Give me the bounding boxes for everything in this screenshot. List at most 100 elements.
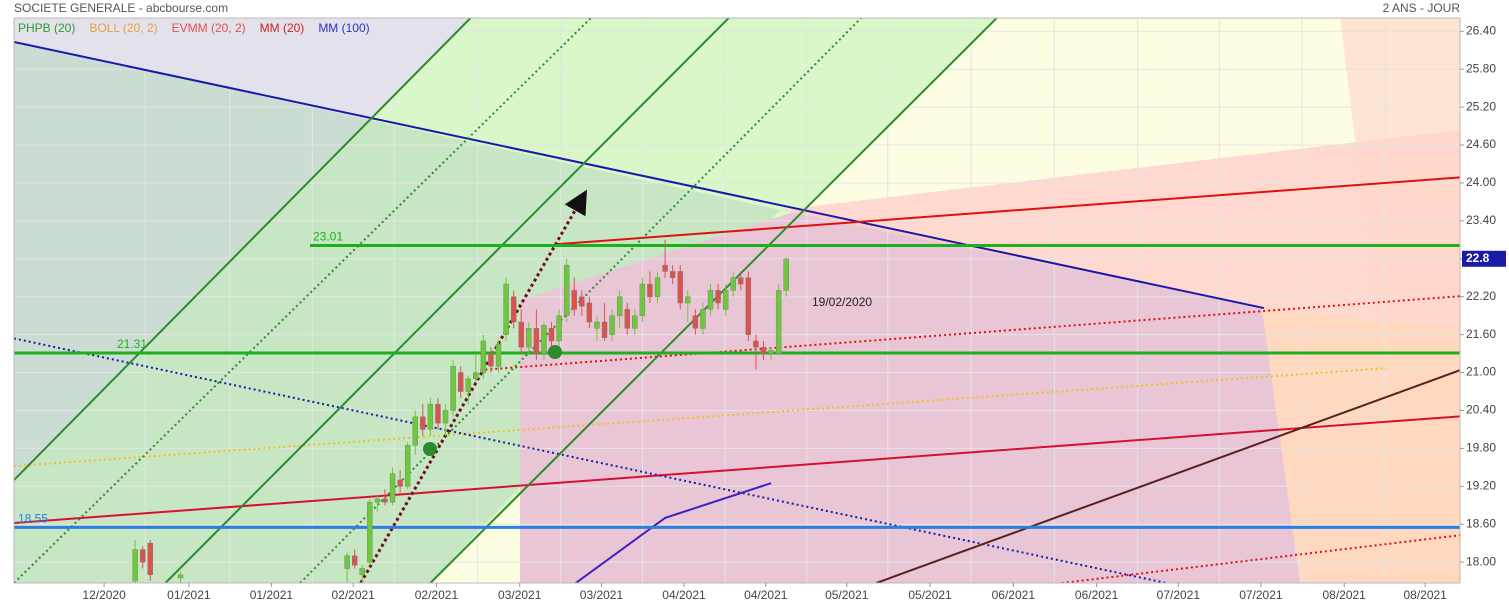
candle-body — [624, 309, 630, 329]
candle-body — [768, 350, 774, 354]
trend-line — [1061, 534, 1460, 583]
x-tick-label: 01/2021 — [167, 588, 211, 602]
candle-body — [639, 283, 646, 316]
y-tick-label: 21.00 — [1466, 365, 1496, 379]
candle-body — [344, 555, 350, 569]
x-tick-label: 05/2021 — [908, 588, 952, 602]
candle-body — [427, 403, 434, 430]
signal-icon — [548, 345, 562, 359]
x-tick-label: 08/2021 — [1403, 588, 1447, 602]
candle-body — [397, 479, 403, 487]
x-tick-label: 05/2021 — [825, 588, 869, 602]
candle-body — [495, 343, 502, 367]
candle-body — [677, 271, 683, 304]
y-tick-label: 24.00 — [1466, 175, 1496, 189]
trend-line — [164, 18, 730, 583]
candle-body — [563, 264, 570, 316]
candle-body — [669, 271, 676, 278]
y-tick-label: 25.80 — [1466, 61, 1496, 75]
annotation: 19/02/2020 — [812, 295, 872, 309]
y-tick-label: 25.20 — [1466, 99, 1496, 113]
candle-body — [548, 328, 555, 342]
level-label: 21.31 — [117, 337, 147, 351]
candle-body — [632, 315, 638, 329]
candle-body — [389, 473, 396, 503]
candle-body — [579, 296, 585, 307]
candle-body — [518, 321, 524, 348]
price-tag — [1462, 250, 1506, 267]
candle-body — [753, 340, 759, 348]
candle-body — [359, 568, 365, 575]
candle-body — [692, 315, 699, 329]
y-tick-label: 21.60 — [1466, 327, 1496, 341]
candle-body — [601, 321, 608, 338]
candle-body — [412, 416, 418, 446]
candle-body — [783, 258, 789, 291]
y-tick-label: 19.80 — [1466, 441, 1496, 455]
y-tick-label: 18.00 — [1466, 554, 1496, 568]
candle-body — [147, 542, 153, 575]
candle-body — [541, 324, 547, 354]
candle-body — [685, 296, 691, 304]
candle-body — [367, 501, 373, 563]
trend-line — [555, 176, 1460, 246]
candle-body — [132, 549, 138, 582]
background-zones — [14, 18, 1460, 583]
trend-line — [14, 337, 1167, 583]
trend-line — [359, 189, 588, 583]
candle-body — [465, 378, 471, 392]
candle-body — [374, 498, 381, 503]
legend-entry: EVMM (20, 2) — [172, 21, 246, 35]
x-tick-label: 04/2021 — [744, 588, 788, 602]
candle-body — [488, 353, 494, 367]
trend-line — [14, 415, 1460, 524]
x-tick-label: 02/2021 — [415, 588, 459, 602]
trend-line — [14, 18, 472, 481]
candle-body — [662, 264, 668, 272]
y-tick-label: 18.60 — [1466, 516, 1496, 530]
trend-line — [14, 41, 1265, 310]
y-tick-label: 26.40 — [1466, 23, 1496, 37]
candle-body — [450, 366, 456, 411]
candle-body — [571, 290, 577, 310]
candle-body — [586, 302, 593, 323]
x-tick-label: 12/2020 — [82, 588, 126, 602]
x-tick-label: 08/2021 — [1322, 588, 1366, 602]
trend-line — [575, 482, 772, 583]
candle-body — [556, 315, 562, 342]
candle-body — [594, 321, 600, 329]
candle-body — [760, 347, 767, 354]
legend-entry: PHPB (20) — [18, 21, 75, 35]
candle-body — [745, 277, 752, 335]
candle-body — [480, 340, 487, 373]
candle-body — [715, 290, 721, 304]
candle-body — [140, 549, 146, 563]
candle-body — [351, 555, 358, 566]
candle-body — [730, 277, 736, 291]
legend-entry: BOLL (20, 2) — [89, 21, 157, 35]
x-tick-label: 04/2021 — [662, 588, 706, 602]
candle-body — [457, 372, 464, 392]
candle-body — [420, 416, 426, 430]
candle-body — [707, 290, 714, 310]
y-tick-label: 20.40 — [1466, 403, 1496, 417]
x-tick-label: 03/2021 — [580, 588, 624, 602]
candle-body — [700, 309, 706, 329]
chart-subtitle: 2 ANS - JOUR — [1383, 1, 1461, 15]
y-tick-label: 22.20 — [1466, 289, 1496, 303]
x-tick-label: 01/2021 — [250, 588, 294, 602]
candle-body — [177, 574, 184, 579]
x-tick-label: 02/2021 — [331, 588, 375, 602]
chart-title: SOCIETE GENERALE - abcbourse.com — [14, 1, 228, 15]
trend-line — [14, 367, 1387, 468]
candle-body — [654, 277, 661, 297]
legend-entry: MM (100) — [318, 21, 369, 35]
trend-line — [875, 369, 1460, 583]
candle-body — [616, 296, 623, 316]
candle-body — [510, 296, 517, 323]
candle-body — [533, 328, 540, 354]
y-tick-label: 23.40 — [1466, 213, 1496, 227]
trend-line — [429, 18, 998, 583]
level-label: 18.55 — [18, 512, 48, 526]
